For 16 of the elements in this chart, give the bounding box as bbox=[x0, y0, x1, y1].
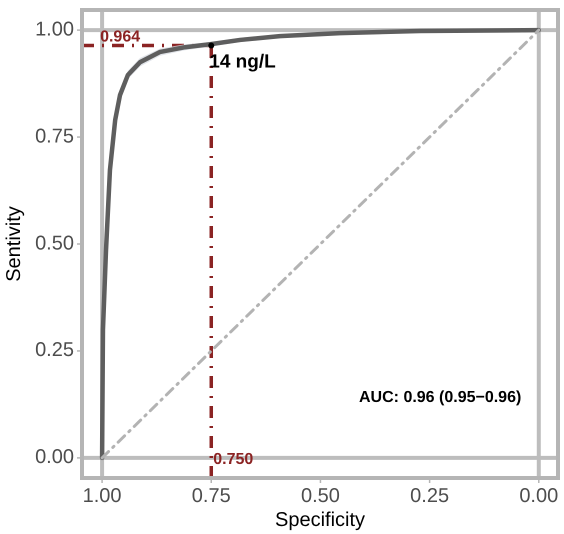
ref-line-label: 0.750 bbox=[213, 451, 254, 468]
annotation: AUC: 0.96 (0.95−0.96) bbox=[359, 389, 522, 406]
y-tick-label: 0.25 bbox=[35, 339, 74, 362]
annotation: 14 ng/L bbox=[209, 52, 276, 73]
y-tick-label: 0.00 bbox=[35, 446, 74, 468]
y-axis-title: Sentivity bbox=[3, 206, 25, 282]
x-tick-label: 0.25 bbox=[410, 485, 450, 507]
y-tick-label: 1.00 bbox=[35, 18, 74, 40]
ref-line-label: 0.964 bbox=[100, 28, 140, 46]
y-tick-label: 0.75 bbox=[35, 125, 74, 148]
x-tick-label: 0.50 bbox=[300, 485, 340, 507]
x-tick-label: 1.00 bbox=[82, 485, 122, 507]
x-axis-title: Specificity bbox=[274, 509, 366, 531]
y-tick-label: 0.50 bbox=[35, 232, 74, 254]
x-tick-label: 0.75 bbox=[192, 485, 231, 507]
x-tick-label: 0.00 bbox=[519, 485, 558, 507]
